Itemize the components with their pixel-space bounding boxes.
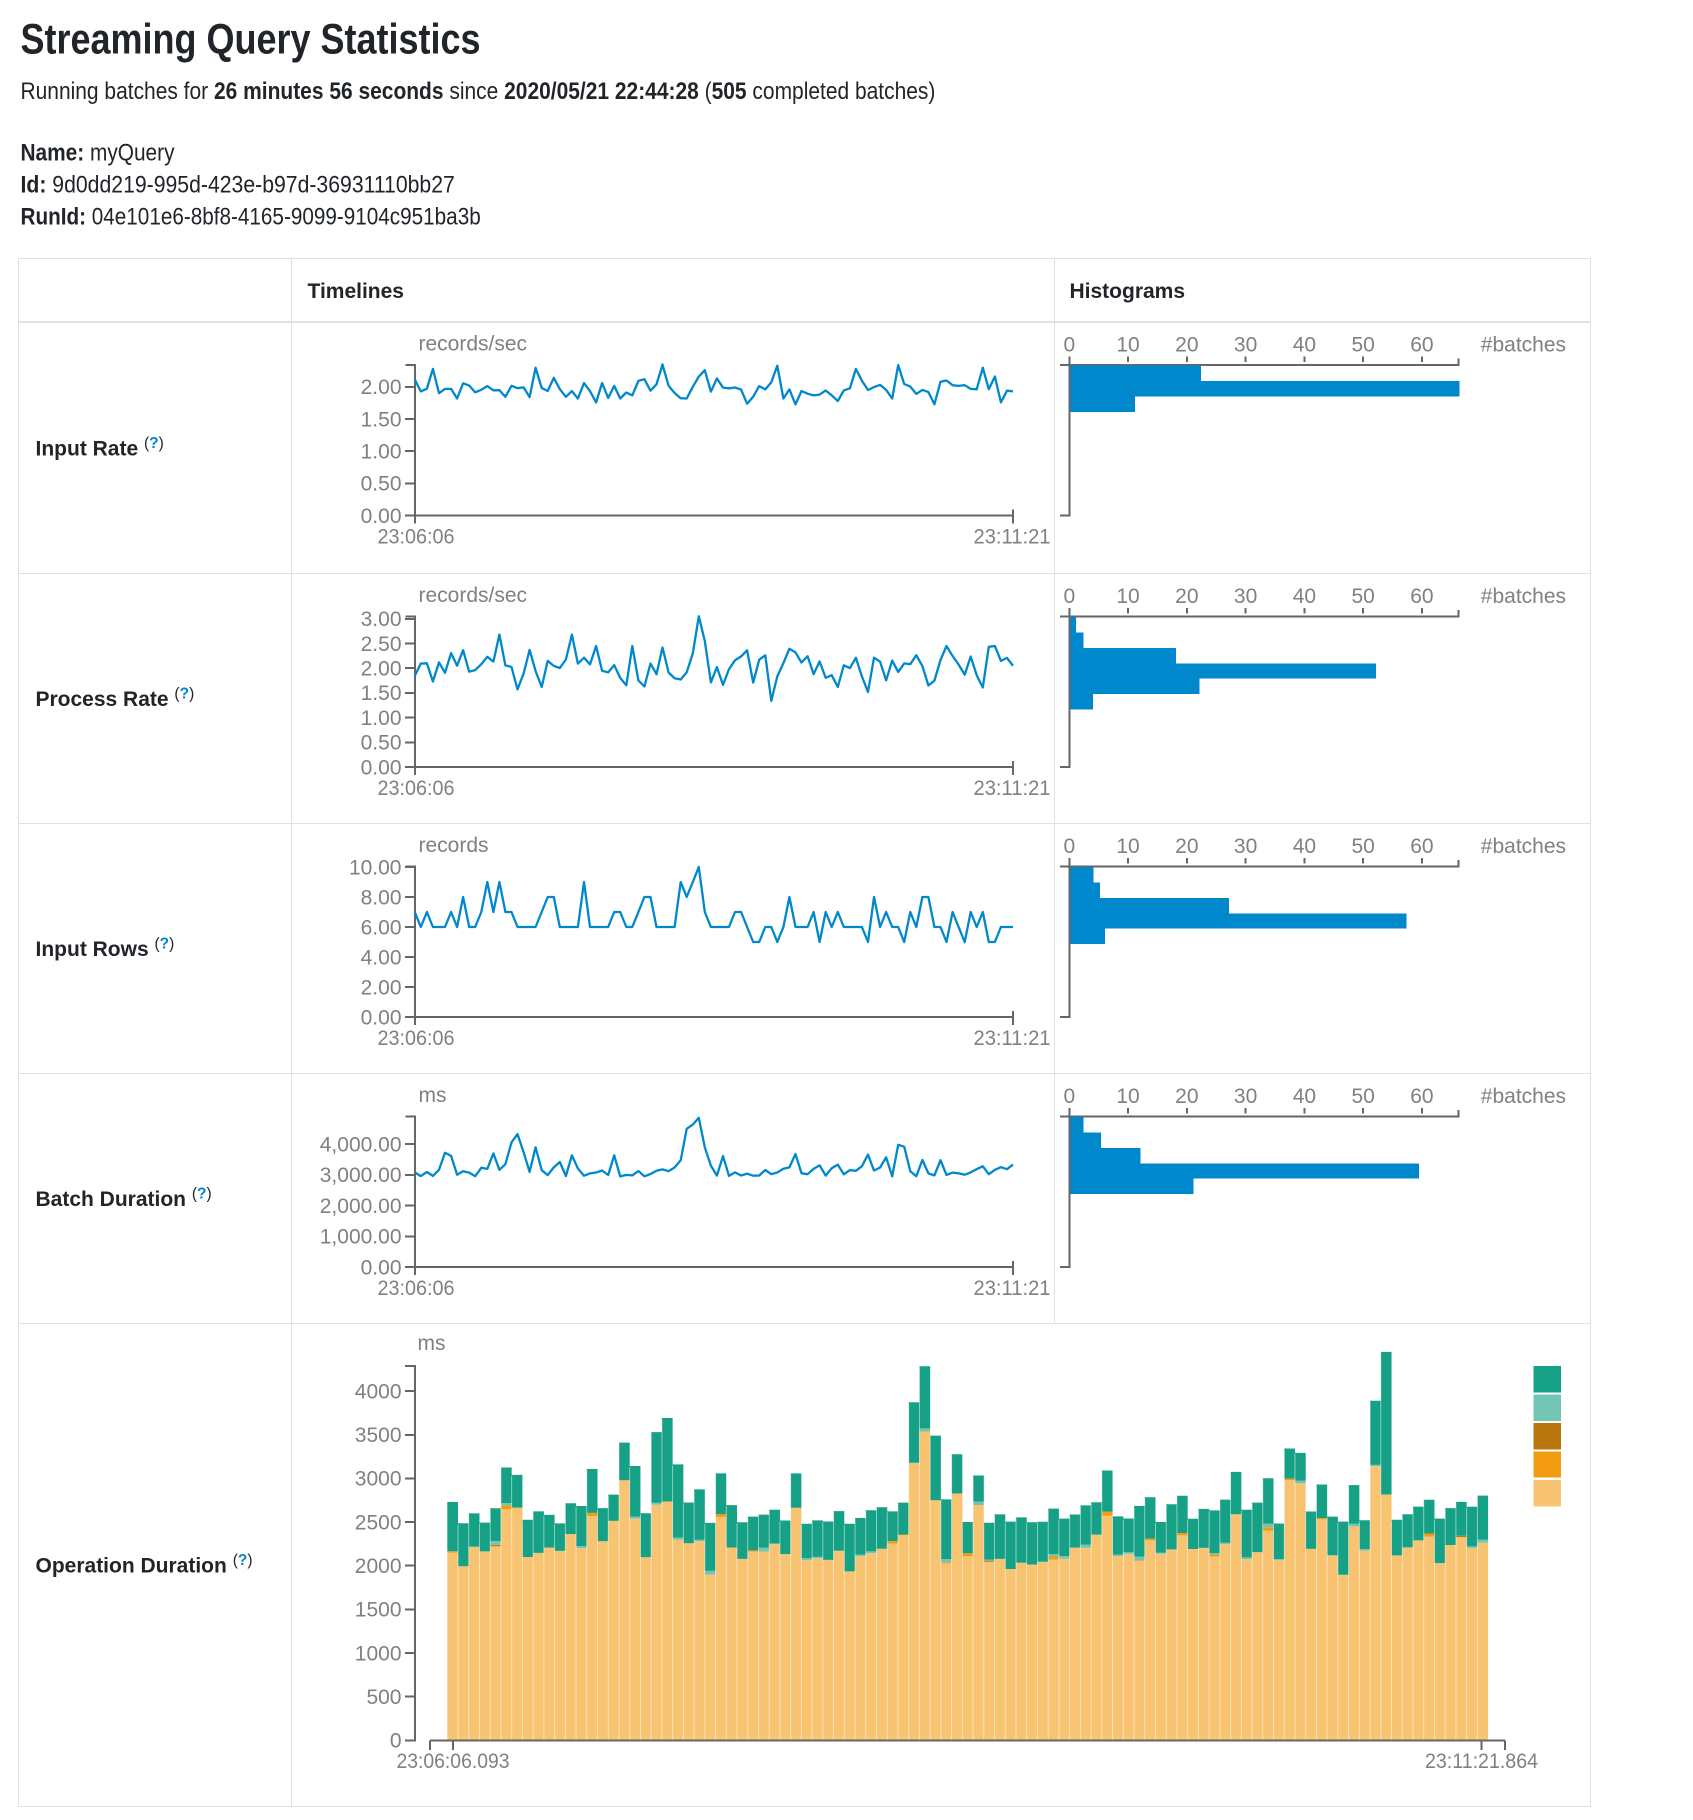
- svg-text:1500: 1500: [355, 1599, 402, 1622]
- svg-text:20: 20: [1175, 585, 1198, 608]
- svg-text:0: 0: [390, 1730, 402, 1753]
- svg-text:30: 30: [1234, 835, 1257, 858]
- svg-text:0.00: 0.00: [361, 756, 402, 779]
- svg-text:3.00: 3.00: [361, 608, 402, 631]
- svg-text:20: 20: [1175, 1085, 1198, 1108]
- svg-text:23:06:06.093: 23:06:06.093: [397, 1750, 510, 1773]
- svg-text:0.00: 0.00: [361, 505, 402, 528]
- svg-text:RunId: 04e101e6-8bf8-4165-9099: RunId: 04e101e6-8bf8-4165-9099-9104c951b…: [21, 202, 481, 230]
- svg-text:Batch Duration (?): Batch Duration (?): [36, 1186, 212, 1212]
- svg-text:Running batches for 26 minutes: Running batches for 26 minutes 56 second…: [21, 77, 936, 105]
- svg-text:50: 50: [1351, 334, 1374, 357]
- svg-text:2,000.00: 2,000.00: [320, 1195, 402, 1218]
- svg-text:20: 20: [1175, 334, 1198, 357]
- svg-text:30: 30: [1234, 585, 1257, 608]
- svg-text:0: 0: [1063, 585, 1075, 608]
- svg-text:2.00: 2.00: [361, 658, 402, 681]
- svg-text:23:11:21: 23:11:21: [974, 1277, 1051, 1300]
- svg-text:10: 10: [1116, 1085, 1139, 1108]
- svg-text:23:11:21: 23:11:21: [974, 777, 1051, 800]
- svg-text:23:06:06: 23:06:06: [378, 526, 455, 549]
- svg-text:40: 40: [1293, 585, 1316, 608]
- svg-text:60: 60: [1410, 835, 1433, 858]
- svg-text:40: 40: [1293, 1085, 1316, 1108]
- svg-text:23:06:06: 23:06:06: [378, 777, 455, 800]
- svg-text:0.00: 0.00: [361, 1256, 402, 1279]
- svg-text:23:06:06: 23:06:06: [378, 1277, 455, 1300]
- svg-text:4000: 4000: [355, 1380, 402, 1403]
- svg-text:1.00: 1.00: [361, 707, 402, 730]
- svg-text:50: 50: [1351, 835, 1374, 858]
- svg-text:#batches: #batches: [1481, 334, 1566, 357]
- svg-text:30: 30: [1234, 334, 1257, 357]
- svg-text:ms: ms: [418, 1332, 446, 1355]
- svg-text:0.50: 0.50: [361, 732, 402, 755]
- svg-text:8.00: 8.00: [361, 886, 402, 909]
- svg-text:1000: 1000: [355, 1642, 402, 1665]
- svg-text:2.00: 2.00: [361, 976, 402, 999]
- svg-text:30: 30: [1234, 1085, 1257, 1108]
- svg-text:10: 10: [1116, 334, 1139, 357]
- svg-text:0.50: 0.50: [361, 473, 402, 496]
- svg-text:1,000.00: 1,000.00: [320, 1226, 402, 1249]
- svg-text:6.00: 6.00: [361, 916, 402, 939]
- svg-text:0: 0: [1063, 1085, 1075, 1108]
- svg-text:records/sec: records/sec: [419, 584, 528, 607]
- svg-text:ms: ms: [419, 1084, 447, 1107]
- svg-text:Histograms: Histograms: [1070, 280, 1186, 303]
- svg-text:40: 40: [1293, 334, 1316, 357]
- svg-text:Input Rate (?): Input Rate (?): [36, 435, 164, 461]
- svg-text:1.50: 1.50: [361, 408, 402, 431]
- svg-text:Streaming Query Statistics: Streaming Query Statistics: [21, 16, 481, 63]
- svg-text:#batches: #batches: [1481, 585, 1566, 608]
- svg-text:2.00: 2.00: [361, 376, 402, 399]
- svg-text:2.50: 2.50: [361, 633, 402, 656]
- svg-text:50: 50: [1351, 1085, 1374, 1108]
- svg-text:3000: 3000: [355, 1468, 402, 1491]
- svg-text:Input Rows (?): Input Rows (?): [36, 936, 175, 962]
- svg-text:10: 10: [1116, 835, 1139, 858]
- svg-text:40: 40: [1293, 835, 1316, 858]
- svg-text:20: 20: [1175, 835, 1198, 858]
- svg-text:23:11:21: 23:11:21: [974, 526, 1051, 549]
- svg-text:records: records: [419, 834, 489, 857]
- svg-text:2500: 2500: [355, 1511, 402, 1534]
- svg-text:0.00: 0.00: [361, 1006, 402, 1029]
- svg-text:1.50: 1.50: [361, 682, 402, 705]
- svg-text:10: 10: [1116, 585, 1139, 608]
- svg-text:#batches: #batches: [1481, 835, 1566, 858]
- svg-text:500: 500: [366, 1686, 401, 1709]
- svg-text:Name: myQuery: Name: myQuery: [21, 138, 176, 166]
- svg-text:2000: 2000: [355, 1555, 402, 1578]
- svg-text:50: 50: [1351, 585, 1374, 608]
- svg-text:0: 0: [1063, 835, 1075, 858]
- svg-text:Id: 9d0dd219-995d-423e-b97d-36: Id: 9d0dd219-995d-423e-b97d-36931110bb27: [21, 170, 455, 198]
- svg-text:60: 60: [1410, 585, 1433, 608]
- svg-text:4.00: 4.00: [361, 946, 402, 969]
- svg-text:1.00: 1.00: [361, 441, 402, 464]
- svg-text:Timelines: Timelines: [308, 280, 405, 303]
- svg-text:3500: 3500: [355, 1424, 402, 1447]
- svg-text:records/sec: records/sec: [419, 332, 528, 355]
- svg-text:23:11:21: 23:11:21: [974, 1027, 1051, 1050]
- svg-text:23:06:06: 23:06:06: [378, 1027, 455, 1050]
- svg-text:10.00: 10.00: [349, 856, 402, 879]
- svg-text:4,000.00: 4,000.00: [320, 1134, 402, 1157]
- svg-text:Process Rate (?): Process Rate (?): [36, 686, 195, 712]
- svg-text:3,000.00: 3,000.00: [320, 1164, 402, 1187]
- svg-text:60: 60: [1410, 1085, 1433, 1108]
- svg-text:60: 60: [1410, 334, 1433, 357]
- svg-text:#batches: #batches: [1481, 1085, 1566, 1108]
- svg-text:23:11:21.864: 23:11:21.864: [1425, 1750, 1538, 1773]
- svg-text:Operation Duration (?): Operation Duration (?): [36, 1552, 253, 1578]
- svg-text:0: 0: [1063, 334, 1075, 357]
